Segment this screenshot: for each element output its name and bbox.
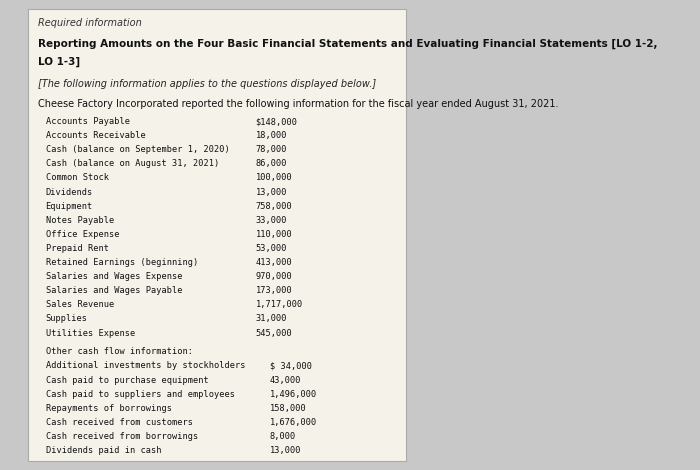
Text: 8,000: 8,000 [270, 432, 295, 441]
Text: 413,000: 413,000 [256, 258, 293, 267]
Text: 53,000: 53,000 [256, 244, 287, 253]
Text: $148,000: $148,000 [256, 117, 298, 126]
FancyBboxPatch shape [28, 9, 406, 461]
Text: 173,000: 173,000 [256, 286, 293, 295]
Text: Salaries and Wages Expense: Salaries and Wages Expense [46, 272, 182, 281]
Text: Sales Revenue: Sales Revenue [46, 300, 113, 309]
Text: Equipment: Equipment [46, 202, 92, 211]
Text: 158,000: 158,000 [270, 404, 307, 413]
Text: Accounts Payable: Accounts Payable [46, 117, 130, 126]
Text: Office Expense: Office Expense [46, 230, 119, 239]
Text: Notes Payable: Notes Payable [46, 216, 113, 225]
Text: 970,000: 970,000 [256, 272, 293, 281]
Text: $ 34,000: $ 34,000 [270, 361, 312, 370]
Text: 33,000: 33,000 [256, 216, 287, 225]
Text: Common Stock: Common Stock [46, 173, 108, 182]
Text: 100,000: 100,000 [256, 173, 293, 182]
Text: Accounts Receivable: Accounts Receivable [46, 131, 146, 140]
Text: Utilities Expense: Utilities Expense [46, 329, 134, 337]
Text: 758,000: 758,000 [256, 202, 293, 211]
Text: Cash paid to suppliers and employees: Cash paid to suppliers and employees [46, 390, 234, 399]
Text: Cash (balance on September 1, 2020): Cash (balance on September 1, 2020) [46, 145, 230, 154]
Text: Prepaid Rent: Prepaid Rent [46, 244, 108, 253]
Text: Retained Earnings (beginning): Retained Earnings (beginning) [46, 258, 197, 267]
Text: Dividends: Dividends [46, 188, 92, 196]
Text: Supplies: Supplies [46, 314, 88, 323]
Text: 1,676,000: 1,676,000 [270, 418, 316, 427]
Text: Reporting Amounts on the Four Basic Financial Statements and Evaluating Financia: Reporting Amounts on the Four Basic Fina… [38, 39, 658, 49]
Text: 110,000: 110,000 [256, 230, 293, 239]
Text: 545,000: 545,000 [256, 329, 293, 337]
Text: Cheese Factory Incorporated reported the following information for the fiscal ye: Cheese Factory Incorporated reported the… [38, 99, 559, 109]
Text: Additional investments by stockholders: Additional investments by stockholders [46, 361, 245, 370]
Text: Other cash flow information:: Other cash flow information: [46, 347, 192, 356]
Text: LO 1-3]: LO 1-3] [38, 57, 80, 67]
Text: Repayments of borrowings: Repayments of borrowings [46, 404, 172, 413]
Text: 13,000: 13,000 [270, 446, 301, 455]
Text: Cash (balance on August 31, 2021): Cash (balance on August 31, 2021) [46, 159, 218, 168]
Text: [The following information applies to the questions displayed below.]: [The following information applies to th… [38, 79, 377, 89]
Text: 78,000: 78,000 [256, 145, 287, 154]
Text: Required information: Required information [38, 18, 142, 28]
Text: 13,000: 13,000 [256, 188, 287, 196]
Text: Cash received from customers: Cash received from customers [46, 418, 192, 427]
Text: 86,000: 86,000 [256, 159, 287, 168]
Text: Salaries and Wages Payable: Salaries and Wages Payable [46, 286, 182, 295]
Text: 18,000: 18,000 [256, 131, 287, 140]
Text: Cash received from borrowings: Cash received from borrowings [46, 432, 197, 441]
Text: Dividends paid in cash: Dividends paid in cash [46, 446, 161, 455]
Text: 1,717,000: 1,717,000 [256, 300, 302, 309]
Text: 43,000: 43,000 [270, 376, 301, 384]
Text: Cash paid to purchase equipment: Cash paid to purchase equipment [46, 376, 209, 384]
Text: 1,496,000: 1,496,000 [270, 390, 316, 399]
Text: 31,000: 31,000 [256, 314, 287, 323]
